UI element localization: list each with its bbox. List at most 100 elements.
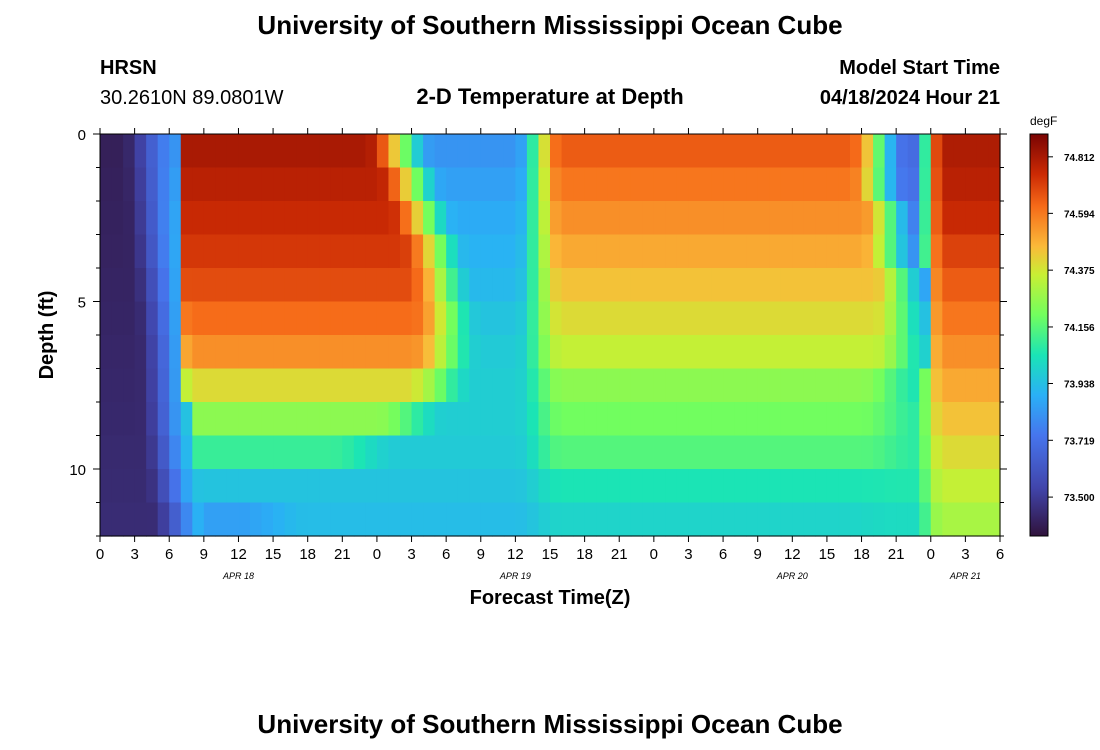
heatmap-cell — [861, 301, 874, 336]
heatmap-cell — [584, 268, 597, 303]
x-tick-label: 3 — [684, 546, 692, 563]
heatmap-cell — [838, 335, 851, 370]
heatmap-cell — [988, 234, 1001, 269]
heatmap-cell — [780, 435, 793, 470]
heatmap-cell — [342, 134, 355, 169]
heatmap-cell — [100, 234, 113, 269]
heatmap-cell — [873, 335, 886, 370]
heatmap-cell — [965, 502, 978, 537]
heatmap-cell — [134, 201, 147, 236]
heatmap-cell — [584, 201, 597, 236]
heatmap-cell — [850, 301, 863, 336]
heatmap-cell — [976, 234, 990, 269]
heatmap-cell — [365, 268, 378, 303]
heatmap-cell — [180, 502, 193, 537]
heatmap-cell — [976, 201, 990, 236]
heatmap-cell — [526, 301, 540, 336]
heatmap-cell — [838, 301, 851, 336]
heatmap-cell — [457, 301, 470, 336]
heatmap-cell — [653, 167, 666, 202]
heatmap-cell — [607, 435, 620, 470]
heatmap-cell — [123, 201, 136, 236]
heatmap-cell — [446, 201, 459, 236]
heatmap-cell — [700, 435, 713, 470]
heatmap-cell — [780, 234, 793, 269]
heatmap-cell — [134, 167, 147, 202]
heatmap-cell — [123, 335, 136, 370]
heatmap-cell — [607, 268, 620, 303]
heatmap-cell — [307, 234, 320, 269]
heatmap-cell — [284, 368, 297, 403]
heatmap-cell — [492, 402, 505, 437]
heatmap-cell — [203, 167, 216, 202]
heatmap-cell — [319, 402, 332, 437]
heatmap-cell — [400, 469, 413, 504]
heatmap-cell — [503, 167, 516, 202]
heatmap-cell — [861, 268, 874, 303]
heatmap-cell — [769, 134, 782, 169]
heatmap-cell — [469, 167, 482, 202]
heatmap-cell — [815, 167, 828, 202]
heatmap-cell — [492, 335, 505, 370]
heatmap-cell — [815, 234, 828, 269]
heatmap-cell — [446, 335, 459, 370]
heatmap-cell — [919, 502, 932, 537]
footer-title: University of Southern Mississippi Ocean… — [257, 709, 843, 739]
heatmap-cell — [550, 268, 563, 303]
heatmap-cell — [826, 402, 840, 437]
heatmap-cell — [480, 134, 493, 169]
heatmap-cell — [111, 502, 124, 537]
heatmap-cell — [596, 134, 609, 169]
heatmap-cell — [307, 502, 320, 537]
heatmap-cell — [873, 234, 886, 269]
heatmap-cell — [261, 201, 274, 236]
heatmap-cell — [273, 469, 286, 504]
heatmap-cell — [157, 201, 170, 236]
heatmap-cell — [111, 368, 124, 403]
heatmap-cell — [780, 402, 793, 437]
heatmap-cell — [526, 368, 540, 403]
heatmap-cell — [734, 268, 747, 303]
heatmap-cell — [665, 435, 678, 470]
heatmap-cell — [538, 167, 551, 202]
heatmap-cell — [769, 368, 782, 403]
heatmap-cell — [826, 502, 840, 537]
x-tick-label: 9 — [477, 546, 485, 563]
heatmap-cell — [861, 469, 874, 504]
heatmap-cell — [307, 469, 320, 504]
heatmap-cell — [250, 502, 263, 537]
heatmap-cell — [342, 301, 355, 336]
heatmap-cell — [907, 301, 920, 336]
heatmap-cell — [411, 435, 424, 470]
heatmap-cell — [238, 335, 251, 370]
heatmap-cell — [273, 201, 286, 236]
heatmap-cell — [353, 301, 366, 336]
heatmap-cell — [619, 502, 632, 537]
heatmap-cell — [607, 167, 620, 202]
heatmap-cell — [238, 402, 251, 437]
heatmap-cell — [250, 234, 263, 269]
heatmap-cell — [561, 301, 574, 336]
heatmap-cell — [503, 234, 516, 269]
heatmap-cell — [296, 301, 309, 336]
heatmap-cell — [192, 402, 205, 437]
heatmap-cell — [180, 134, 193, 169]
heatmap-cell — [319, 234, 332, 269]
heatmap-cell — [550, 435, 563, 470]
heatmap-cell — [838, 502, 851, 537]
heatmap-cell — [769, 301, 782, 336]
heatmap-cell — [503, 335, 516, 370]
heatmap-cell — [376, 301, 390, 336]
heatmap-cell — [250, 335, 263, 370]
heatmap-cell — [192, 134, 205, 169]
heatmap-cell — [630, 167, 643, 202]
heatmap-cell — [100, 435, 113, 470]
heatmap-cell — [665, 335, 678, 370]
heatmap-cell — [238, 167, 251, 202]
heatmap-cell — [342, 268, 355, 303]
heatmap-cell — [965, 435, 978, 470]
heatmap-cell — [123, 134, 136, 169]
heatmap-cell — [676, 301, 690, 336]
heatmap-cell — [965, 335, 978, 370]
heatmap-cell — [226, 469, 240, 504]
